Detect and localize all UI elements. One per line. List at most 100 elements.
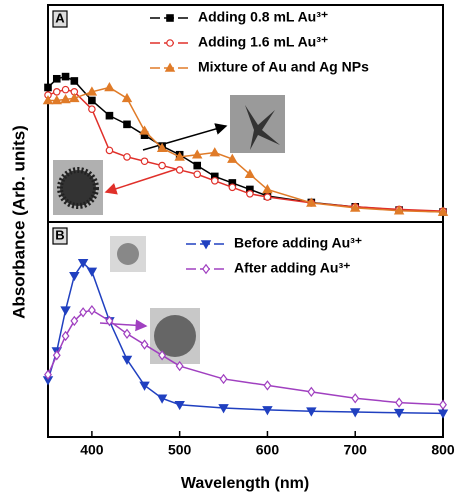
marker	[44, 369, 52, 380]
marker	[86, 267, 98, 277]
marker	[263, 380, 272, 391]
marker	[61, 72, 70, 81]
marker	[262, 406, 273, 416]
inset-shape	[117, 243, 139, 265]
marker	[174, 151, 185, 161]
marker	[306, 197, 317, 207]
marker	[44, 83, 52, 92]
marker	[79, 307, 88, 318]
marker	[69, 92, 80, 103]
marker	[52, 350, 61, 361]
marker	[307, 386, 316, 398]
inset	[230, 95, 285, 153]
series-line	[47, 261, 444, 415]
marker	[61, 85, 70, 94]
marker	[77, 259, 89, 269]
marker	[175, 166, 184, 174]
legend-label: After adding Au³⁺	[234, 260, 351, 276]
panel-label: A	[55, 10, 65, 25]
marker	[87, 304, 96, 316]
marker	[263, 193, 272, 201]
marker	[123, 153, 131, 161]
marker	[88, 96, 96, 105]
legend-label: Mixture of Au and Ag NPs	[198, 59, 369, 75]
marker	[193, 161, 202, 170]
marker	[60, 306, 71, 316]
marker	[202, 263, 210, 275]
marker	[349, 408, 361, 418]
inset-shape	[245, 105, 280, 150]
marker	[158, 161, 166, 170]
marker	[166, 14, 174, 22]
marker	[174, 400, 185, 411]
legend-label: Adding 0.8 mL Au³⁺	[198, 9, 328, 25]
marker	[121, 92, 133, 103]
marker	[88, 105, 96, 113]
panel-label: B	[55, 227, 64, 242]
inset-shape	[154, 315, 196, 357]
marker	[121, 355, 133, 366]
marker	[123, 120, 131, 129]
marker	[439, 399, 447, 410]
marker	[61, 330, 70, 342]
x-tick-label: 500	[168, 442, 192, 458]
marker	[123, 328, 131, 339]
marker	[351, 393, 360, 404]
marker	[228, 183, 237, 192]
marker	[60, 93, 71, 104]
marker	[86, 86, 98, 96]
marker	[139, 125, 150, 135]
marker	[158, 350, 167, 361]
marker	[209, 147, 221, 157]
marker	[104, 82, 115, 92]
inset-shape	[57, 167, 99, 209]
marker	[175, 360, 184, 372]
marker	[105, 146, 114, 155]
marker	[437, 206, 449, 216]
marker	[218, 404, 229, 414]
marker	[139, 381, 150, 391]
arrow	[104, 167, 181, 195]
marker	[395, 397, 404, 408]
marker	[164, 62, 176, 72]
x-tick-label: 700	[344, 442, 368, 458]
marker	[156, 142, 168, 153]
marker	[393, 205, 405, 215]
marker	[166, 39, 174, 47]
marker	[42, 95, 54, 105]
inset-images	[53, 95, 285, 364]
marker	[246, 189, 254, 198]
marker	[156, 394, 168, 404]
marker	[349, 202, 361, 212]
legend-label: Before adding Au³⁺	[234, 235, 362, 251]
plot-frame	[47, 221, 444, 438]
marker	[70, 315, 79, 327]
marker	[70, 77, 79, 85]
marker	[191, 149, 203, 159]
legend-label: Adding 1.6 mL Au³⁺	[198, 34, 328, 50]
marker	[51, 95, 63, 105]
marker	[52, 88, 61, 96]
marker	[140, 339, 149, 350]
marker	[210, 176, 219, 185]
arrow	[142, 123, 228, 151]
marker	[437, 409, 449, 419]
marker	[140, 157, 149, 166]
marker	[262, 184, 273, 194]
panel-label-box	[52, 227, 68, 245]
marker	[219, 373, 228, 385]
marker	[393, 408, 405, 419]
panel-label-box	[52, 10, 68, 28]
marker	[306, 407, 317, 417]
marker	[200, 240, 212, 250]
marker	[105, 111, 114, 120]
marker	[52, 74, 61, 83]
x-tick-label: 800	[431, 442, 455, 458]
series-line	[47, 309, 444, 406]
arrow	[99, 319, 148, 332]
x-axis-label: Wavelength (nm)	[181, 475, 309, 492]
marker	[227, 153, 238, 163]
marker	[69, 271, 80, 282]
x-tick-label: 600	[256, 442, 280, 458]
